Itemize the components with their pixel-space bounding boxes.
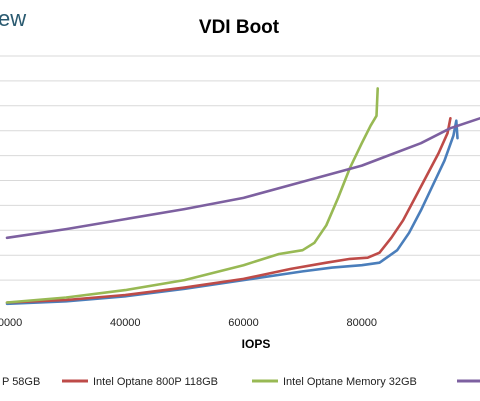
series-line-3 — [5, 87, 379, 304]
x-tick-label: 80000 — [346, 317, 377, 329]
x-tick-label: 20000 — [0, 317, 22, 329]
legend-label-1: P 58GB — [2, 376, 40, 388]
series-line-1 — [5, 119, 459, 306]
legend: P 58GB Intel Optane 800P 118GB Intel Optan… — [2, 376, 480, 388]
x-tick-label: 60000 — [228, 317, 259, 329]
x-tick-label: 40000 — [110, 317, 141, 329]
x-axis-label: IOPS — [242, 337, 271, 351]
series-layer — [5, 87, 480, 306]
chart-title: VDI Boot — [199, 17, 280, 38]
legend-label-3: Intel Optane Memory 32GB — [283, 376, 417, 388]
series-line-2 — [5, 117, 452, 304]
legend-label-2: Intel Optane 800P 118GB — [93, 376, 218, 388]
series-line-4 — [5, 117, 480, 240]
gridlines — [0, 55, 480, 281]
x-axis-ticks: 20000 40000 60000 80000 — [0, 317, 377, 329]
brand-logo-fragment: ew — [0, 6, 27, 31]
